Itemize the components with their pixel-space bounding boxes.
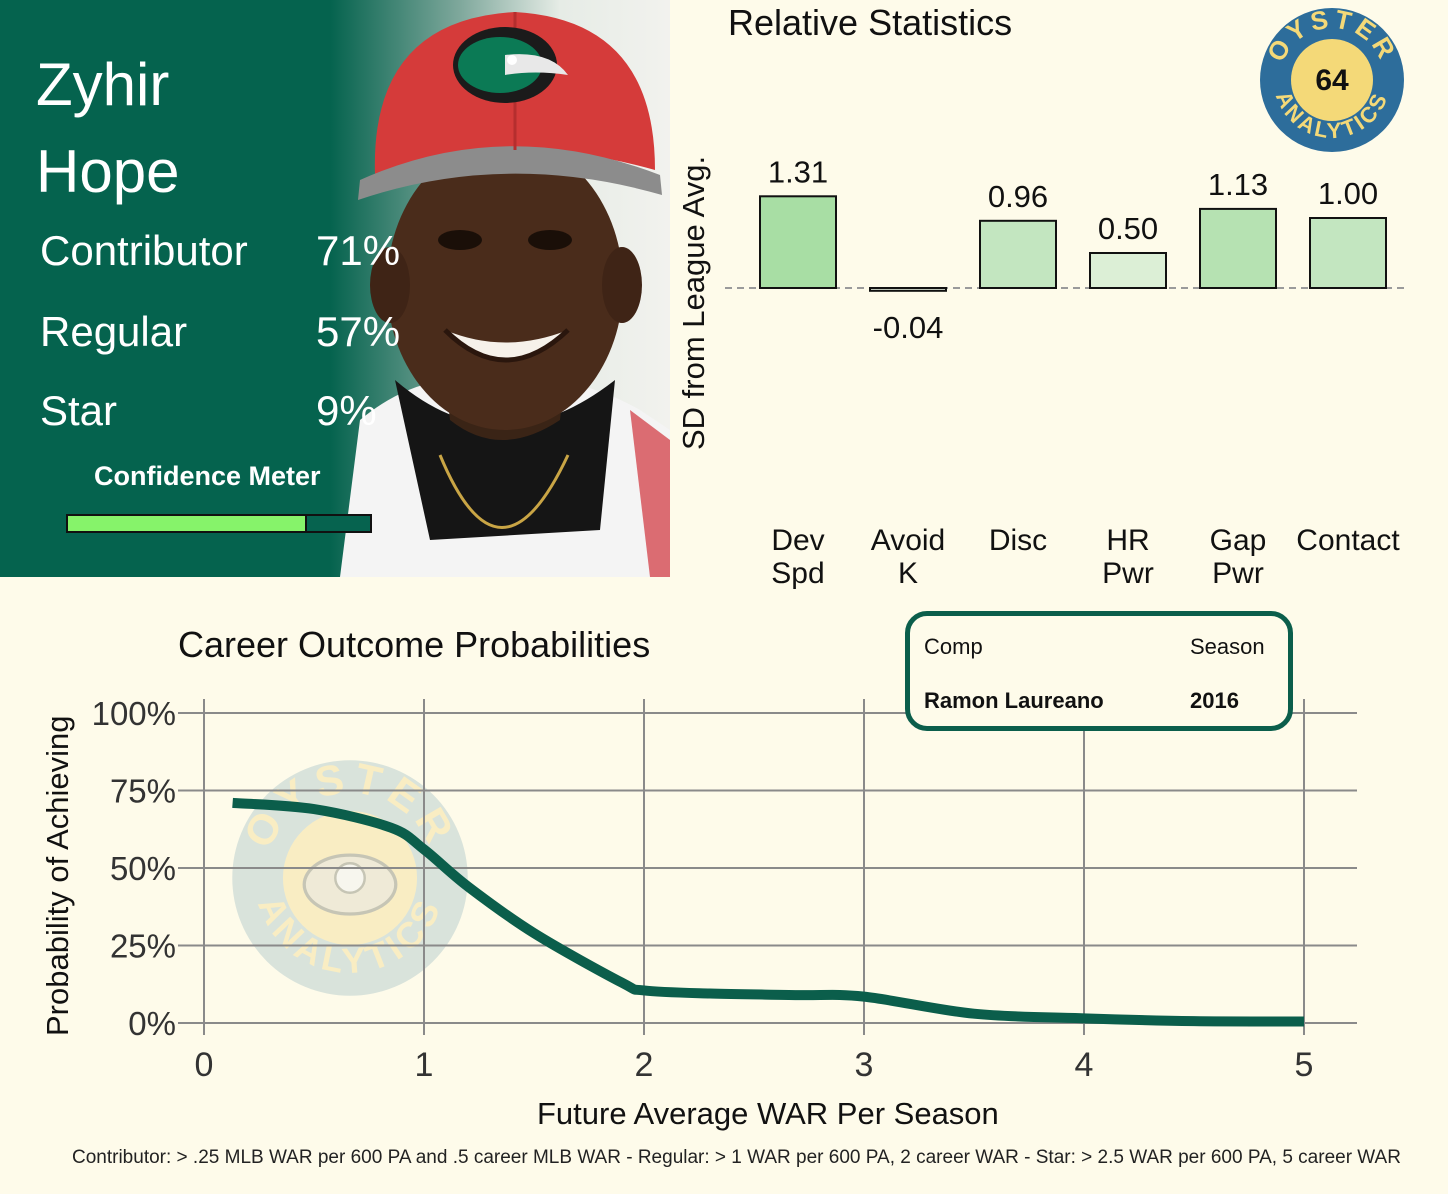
y-tick-label: 75% xyxy=(110,773,176,810)
footnote: Contributor: > .25 MLB WAR per 600 PA an… xyxy=(72,1147,1401,1168)
category-label-line: K xyxy=(897,557,918,590)
bar-0 xyxy=(759,195,837,289)
bar-value-label: 0.50 xyxy=(1098,211,1158,246)
category-label-line: Avoid xyxy=(870,524,946,557)
bar-value-label: 0.96 xyxy=(988,179,1048,214)
category-label-line: Contact xyxy=(1296,524,1400,557)
category-label: HR Pwr xyxy=(1073,524,1183,590)
x-tick-label: 0 xyxy=(195,1046,214,1084)
category-label-line: Spd xyxy=(771,557,825,590)
career-chart-title: Career Outcome Probabilities xyxy=(178,624,651,665)
y-tick-label: 0% xyxy=(128,1005,176,1042)
bar-2 xyxy=(979,219,1057,289)
x-tick-label: 4 xyxy=(1075,1046,1094,1084)
x-tick-label: 3 xyxy=(855,1046,874,1084)
bar-3 xyxy=(1089,252,1167,289)
season-header: Season xyxy=(1190,634,1265,659)
relative-stats-chart: 1.31 -0.04 0.96 0.50 1.13 1.00 xyxy=(725,154,1405,345)
bar-value-label: 1.31 xyxy=(768,154,828,189)
oyster-analytics-watermark: OYSTER ANALYTICS xyxy=(232,757,468,996)
probability-label: Star xyxy=(40,387,118,434)
category-label-line: Dev xyxy=(771,524,825,557)
logo-score: 64 xyxy=(1315,64,1349,97)
comp-season: 2016 xyxy=(1190,688,1239,713)
bar-value-label: 1.13 xyxy=(1208,167,1268,202)
bar-5 xyxy=(1309,217,1387,289)
confidence-meter-label: Confidence Meter xyxy=(94,461,321,491)
player-panel: Zyhir Hope Contributor 71% Regular 57% S… xyxy=(0,0,670,577)
relative-stats-title: Relative Statistics xyxy=(728,2,1013,43)
category-label: Disc xyxy=(963,524,1073,557)
confidence-meter-fill xyxy=(68,516,307,531)
bar-1 xyxy=(869,287,947,292)
bar-value-label: 1.00 xyxy=(1318,176,1378,211)
confidence-meter xyxy=(66,514,372,533)
category-label-line: HR xyxy=(1106,524,1150,557)
bar-value-label: -0.04 xyxy=(873,310,944,345)
probability-curve-0 xyxy=(232,797,1305,1027)
career-outcome-chart: 0% 25% 50% 75% 100% 0 1 2 3 4 5 xyxy=(92,695,1357,1084)
probability-value: 57% xyxy=(316,308,401,355)
category-label: Contact xyxy=(1293,524,1403,557)
y-tick-label: 50% xyxy=(110,850,176,887)
x-tick-label: 1 xyxy=(415,1046,434,1084)
category-label: Gap Pwr xyxy=(1183,524,1293,590)
probability-label: Regular xyxy=(40,308,188,355)
probability-value: 9% xyxy=(316,387,377,434)
x-tick-label: 5 xyxy=(1295,1046,1314,1084)
comp-box: Comp Season Ramon Laureano 2016 xyxy=(905,611,1293,731)
category-label-line: Disc xyxy=(988,524,1048,557)
category-label: Dev Spd xyxy=(743,524,853,590)
y-tick-label: 100% xyxy=(92,695,176,732)
category-label-line: Pwr xyxy=(1212,557,1264,590)
comp-player-name: Ramon Laureano xyxy=(924,688,1104,713)
player-photo xyxy=(340,12,670,577)
probability-value: 71% xyxy=(316,227,401,274)
category-label-line: Pwr xyxy=(1102,557,1154,590)
probability-label: Contributor xyxy=(40,227,248,274)
y-tick-label: 25% xyxy=(110,928,176,965)
x-tick-label: 2 xyxy=(635,1046,654,1084)
category-label: Avoid K xyxy=(853,524,963,590)
player-first-name: Zyhir xyxy=(36,51,170,118)
career-chart-x-label: Future Average WAR Per Season xyxy=(537,1096,999,1131)
oyster-analytics-logo: OYSTER ANALYTICS 64 xyxy=(1260,6,1404,152)
player-last-name: Hope xyxy=(36,138,180,205)
comp-header: Comp xyxy=(924,634,983,659)
category-label-line: Gap xyxy=(1209,524,1267,557)
bar-4 xyxy=(1199,207,1277,289)
